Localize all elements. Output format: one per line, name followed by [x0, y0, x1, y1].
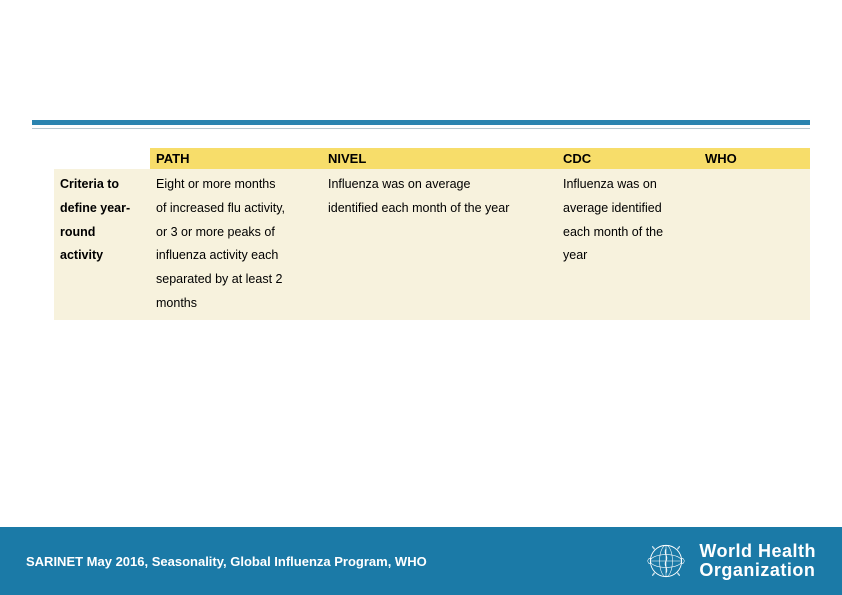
table-row: Criteria to define year- round activity … [54, 169, 810, 320]
header-nivel: NIVEL [322, 148, 557, 169]
label-line: round [60, 225, 95, 239]
cell-line: identified each month of the year [328, 201, 509, 215]
header-blank [54, 148, 150, 169]
header-cdc: CDC [557, 148, 699, 169]
cell-line: average identified [563, 201, 662, 215]
who-logo-text: World Health Organization [699, 542, 816, 580]
label-line: activity [60, 248, 103, 262]
who-logo-block: World Health Organization [643, 538, 816, 584]
cell-line: separated by at least 2 [156, 272, 282, 286]
logo-line2: Organization [699, 561, 816, 580]
cell-line: of increased flu activity, [156, 201, 285, 215]
cell-line: each month of the [563, 225, 663, 239]
cell-line: year [563, 248, 587, 262]
cell-line: or 3 or more peaks of [156, 225, 275, 239]
header-path: PATH [150, 148, 322, 169]
cell-line: Influenza was on average [328, 177, 470, 191]
cell-cdc: Influenza was on average identified each… [557, 169, 699, 320]
cell-line: months [156, 296, 197, 310]
cell-line: influenza activity each [156, 248, 278, 262]
thick-divider [32, 120, 810, 125]
cell-path: Eight or more months of increased flu ac… [150, 169, 322, 320]
row-label: Criteria to define year- round activity [54, 169, 150, 320]
table-header-row: PATH NIVEL CDC WHO [54, 148, 810, 169]
logo-line1: World Health [699, 542, 816, 561]
footer-bar: SARINET May 2016, Seasonality, Global In… [0, 527, 842, 595]
header-who: WHO [699, 148, 810, 169]
who-logo-icon [643, 538, 689, 584]
criteria-table: PATH NIVEL CDC WHO Criteria to define ye… [54, 148, 810, 320]
thin-divider [32, 128, 810, 129]
label-line: Criteria to [60, 177, 119, 191]
cell-who [699, 169, 810, 320]
cell-nivel: Influenza was on average identified each… [322, 169, 557, 320]
cell-line: Eight or more months [156, 177, 276, 191]
label-line: define year- [60, 201, 130, 215]
cell-line: Influenza was on [563, 177, 657, 191]
footer-caption: SARINET May 2016, Seasonality, Global In… [26, 554, 427, 569]
